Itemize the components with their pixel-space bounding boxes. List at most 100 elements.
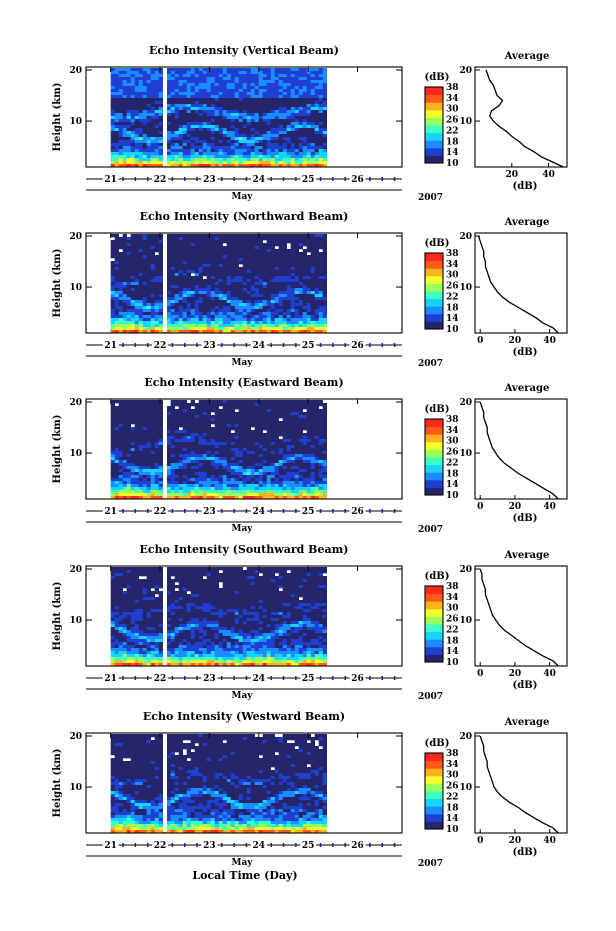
heatmap-cell xyxy=(258,95,263,99)
heatmap-cell xyxy=(246,264,251,268)
heatmap-cell xyxy=(322,294,327,298)
heatmap-cell xyxy=(318,297,323,301)
heatmap-cell xyxy=(274,143,279,147)
heatmap-cell xyxy=(114,427,119,431)
heatmap-cell xyxy=(242,264,247,268)
heatmap-cell xyxy=(158,466,163,470)
heatmap-cell xyxy=(222,149,227,153)
heatmap-cell xyxy=(122,258,127,262)
heatmap-cell xyxy=(238,282,243,286)
heatmap-cell xyxy=(310,252,315,256)
heatmap-cell xyxy=(138,77,143,81)
heatmap-cell xyxy=(174,249,179,253)
heatmap-cell xyxy=(198,104,203,108)
heatmap-cell xyxy=(318,330,323,334)
heatmap-cell xyxy=(122,318,127,322)
heatmap-cell xyxy=(310,436,315,440)
heatmap-cell xyxy=(198,255,203,259)
heatmap-cell xyxy=(182,74,187,78)
heatmap-cell xyxy=(322,448,327,452)
heatmap-cell xyxy=(290,249,295,253)
heatmap-cell xyxy=(314,161,319,165)
heatmap-cell xyxy=(266,246,271,250)
heatmap-cell xyxy=(226,122,231,126)
heatmap-cell xyxy=(158,240,163,244)
colorbar-swatch xyxy=(425,147,443,156)
heatmap-cell xyxy=(306,158,311,162)
heatmap-cell xyxy=(322,433,327,437)
heatmap-cell xyxy=(178,288,183,292)
heatmap-cell xyxy=(310,158,315,162)
heatmap-cell xyxy=(186,107,191,111)
heatmap-cell xyxy=(226,463,231,467)
heatmap-cell xyxy=(262,463,267,467)
heatmap-cell xyxy=(278,134,283,138)
heatmap-cell xyxy=(154,77,159,81)
heatmap-cell xyxy=(294,249,299,253)
heatmap-cell xyxy=(210,143,215,147)
heatmap-cell xyxy=(306,249,311,253)
heatmap-cell xyxy=(174,403,179,407)
heatmap-cell xyxy=(134,409,139,413)
heatmap-cell xyxy=(234,451,239,455)
heatmap-cell xyxy=(314,415,319,419)
heatmap-cell xyxy=(122,445,127,449)
heatmap-cell xyxy=(318,89,323,93)
heatmap-cell xyxy=(214,95,219,99)
heatmap-cell xyxy=(198,285,203,289)
heatmap-cell xyxy=(182,152,187,156)
heatmap-cell xyxy=(138,466,143,470)
heatmap-cell xyxy=(314,294,319,298)
heatmap-cell xyxy=(218,451,223,455)
heatmap-cell xyxy=(298,68,303,72)
heatmap-cell xyxy=(214,246,219,250)
heatmap-cell xyxy=(306,409,311,413)
heatmap-cell xyxy=(298,98,303,102)
heatmap-cell xyxy=(138,68,143,72)
heatmap-cell xyxy=(242,255,247,259)
heatmap-cell xyxy=(250,104,255,108)
heatmap-cell xyxy=(186,421,191,425)
heatmap-cell xyxy=(258,309,263,313)
heatmap-cell xyxy=(282,324,287,328)
heatmap-cell xyxy=(298,400,303,404)
chart-panel-2: Echo Intensity (Northward Beam)2010Heigh… xyxy=(52,210,568,369)
heatmap-cell xyxy=(198,137,203,141)
colorbar-tick-label: 30 xyxy=(446,271,459,281)
heatmap-cell xyxy=(194,427,199,431)
heatmap-cell xyxy=(310,270,315,274)
heatmap-cell xyxy=(266,264,271,268)
heatmap-cell xyxy=(270,330,275,334)
heatmap-cell xyxy=(282,119,287,123)
heatmap-cell xyxy=(286,315,291,319)
heatmap-cell xyxy=(306,264,311,268)
heatmap-cell xyxy=(246,131,251,135)
heatmap-cell xyxy=(238,288,243,292)
heatmap-cell xyxy=(306,164,311,168)
heatmap-cell xyxy=(126,158,131,162)
heatmap-cell xyxy=(194,86,199,90)
heatmap-cell xyxy=(194,279,199,283)
heatmap-cell xyxy=(126,321,131,325)
heatmap-cell xyxy=(118,282,123,286)
heatmap-cell xyxy=(290,113,295,117)
heatmap-cell xyxy=(238,294,243,298)
heatmap-cell xyxy=(170,152,175,156)
heatmap-cell xyxy=(302,122,307,126)
heatmap-cell xyxy=(118,403,123,407)
heatmap-cell xyxy=(206,312,211,316)
heatmap-cell xyxy=(210,454,215,458)
heatmap-cell xyxy=(158,98,163,102)
heatmap-cell xyxy=(174,158,179,162)
heatmap-cell xyxy=(222,107,227,111)
heatmap-cell xyxy=(282,415,287,419)
heatmap-cell xyxy=(114,270,119,274)
heatmap-cell xyxy=(110,451,115,455)
heatmap-cell xyxy=(198,240,203,244)
heatmap-cell xyxy=(134,427,139,431)
heatmap-cell xyxy=(174,466,179,470)
heatmap-cell xyxy=(142,300,147,304)
heatmap-cell xyxy=(122,270,127,274)
heatmap-cell xyxy=(174,240,179,244)
heatmap-cell xyxy=(314,128,319,132)
